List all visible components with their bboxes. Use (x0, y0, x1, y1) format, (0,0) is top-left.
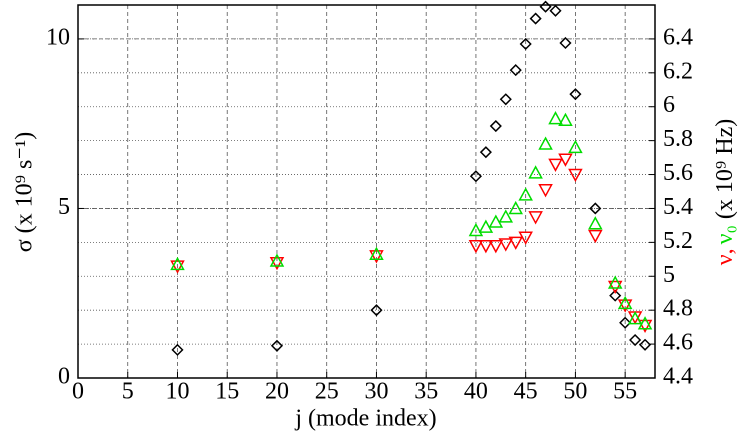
point (370, 304, 383, 317)
y-tick-label: 5 (58, 194, 70, 220)
point (638, 338, 652, 351)
grid (77, 5, 655, 379)
y2-tick-label: 5.8 (663, 126, 693, 152)
y2-tick-label: 5.6 (663, 160, 693, 186)
point (518, 231, 533, 245)
point (478, 219, 494, 233)
x-tick-label: 20 (265, 379, 289, 405)
point (538, 184, 553, 198)
point (629, 333, 642, 347)
point (538, 136, 553, 150)
point (170, 260, 185, 274)
point (568, 139, 583, 154)
y-tick-label: 0 (58, 364, 70, 390)
point (568, 168, 583, 183)
point (269, 253, 285, 267)
point (508, 200, 523, 215)
point (488, 240, 504, 254)
x-tick-label: 25 (315, 379, 339, 405)
point (569, 88, 582, 101)
x-tick-label: 50 (563, 379, 587, 405)
point (637, 319, 653, 334)
x-tick-label: 45 (514, 379, 538, 405)
point (468, 222, 484, 237)
point (619, 316, 632, 329)
point (528, 165, 543, 179)
y2-label-unit: (x 10⁹ Hz) (712, 119, 738, 219)
point (469, 170, 482, 183)
point (509, 64, 522, 77)
y-axis-label: σ (x 10⁹ s⁻¹) (12, 132, 38, 253)
y2-tick-label: 5.4 (663, 194, 693, 220)
point (498, 209, 514, 223)
point (369, 246, 384, 260)
point (488, 214, 504, 228)
y2-label-join: , (712, 248, 738, 254)
point (558, 112, 573, 127)
point (479, 146, 492, 159)
point (588, 216, 603, 230)
point (637, 316, 653, 330)
y2-tick-label: 6 (663, 92, 675, 118)
point (270, 339, 284, 352)
point (549, 4, 562, 17)
point (519, 37, 532, 51)
point (559, 36, 572, 50)
point (468, 240, 484, 254)
x-tick-label: 15 (215, 379, 239, 405)
point (589, 202, 602, 215)
point (548, 158, 563, 172)
y2-axis-label: ν, ν₀ (x 10⁹ Hz) (712, 119, 738, 265)
point (548, 111, 563, 125)
x-tick-label: 30 (364, 379, 388, 405)
point (498, 238, 514, 252)
point (558, 153, 573, 167)
point (609, 289, 622, 302)
point (607, 280, 623, 295)
x-tick-label: 10 (165, 379, 189, 405)
x-axis-label: j (mode index) (294, 406, 436, 432)
x-tick-label: 5 (122, 379, 134, 405)
point (617, 299, 633, 313)
point (170, 256, 185, 271)
point (627, 311, 643, 325)
point (269, 256, 285, 271)
x-tick-label: 40 (464, 379, 488, 405)
point (478, 240, 494, 254)
y2-tick-label: 4.6 (663, 330, 693, 356)
point (489, 119, 502, 133)
plot-frame (77, 4, 656, 379)
point (617, 295, 633, 310)
point (508, 236, 523, 250)
point (607, 275, 623, 289)
point (588, 229, 603, 244)
x-tick-label: 55 (613, 379, 637, 405)
y2-tick-label: 4.4 (663, 364, 693, 390)
y2-tick-label: 6.2 (663, 58, 693, 84)
point (539, 0, 552, 13)
y-tick-label: 10 (46, 24, 70, 50)
marks (170, 0, 653, 356)
y2-label-nu0: ν₀ (712, 225, 738, 244)
y2-tick-label: 5 (663, 262, 675, 288)
x-tick-label: 35 (414, 379, 438, 405)
y2-tick-label: 5.2 (663, 228, 693, 254)
x-tick-label: 0 (72, 379, 84, 405)
point (529, 12, 542, 25)
y2-label-nu: ν (712, 254, 738, 265)
point (499, 93, 512, 106)
point (369, 250, 384, 264)
y2-tick-label: 6.4 (663, 24, 693, 50)
y2-tick-label: 4.8 (663, 296, 693, 322)
point (518, 187, 533, 201)
point (528, 211, 543, 225)
point (171, 343, 184, 356)
